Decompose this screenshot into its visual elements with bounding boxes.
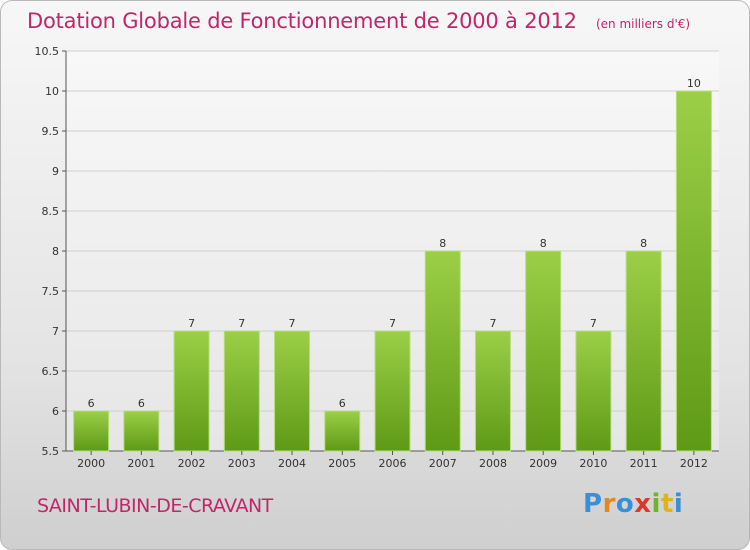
- x-tick-label: 2009: [529, 457, 557, 470]
- data-label: 7: [188, 317, 195, 330]
- x-tick-label: 2000: [77, 457, 105, 470]
- data-label: 8: [540, 237, 547, 250]
- bar: [223, 330, 260, 452]
- data-label: 6: [138, 397, 145, 410]
- data-label: 7: [489, 317, 496, 330]
- bar: [575, 330, 612, 452]
- bar: [424, 250, 461, 452]
- bar: [274, 330, 311, 452]
- x-tick-label: 2008: [479, 457, 507, 470]
- x-tick-label: 2003: [228, 457, 256, 470]
- y-tick-label: 6.5: [42, 365, 60, 378]
- bar: [73, 410, 110, 452]
- bar: [123, 410, 160, 452]
- y-tick-label: 8.5: [42, 205, 60, 218]
- data-label: 8: [640, 237, 647, 250]
- bar: [675, 90, 712, 452]
- y-tick-label: 6: [52, 405, 59, 418]
- bar: [474, 330, 511, 452]
- x-tick-label: 2006: [379, 457, 407, 470]
- commune-name: SAINT-LUBIN-DE-CRAVANT: [37, 495, 273, 517]
- bar: [173, 330, 210, 452]
- y-tick-label: 9: [52, 165, 59, 178]
- chart-title: Dotation Globale de Fonctionnement de 20…: [27, 9, 577, 33]
- y-tick-label: 5.5: [42, 445, 60, 458]
- data-label: 6: [339, 397, 346, 410]
- x-tick-label: 2001: [127, 457, 155, 470]
- bar: [625, 250, 662, 452]
- chart-unit: (en milliers d'€): [595, 17, 691, 31]
- x-tick-label: 2011: [630, 457, 658, 470]
- x-tick-label: 2010: [579, 457, 607, 470]
- x-tick-label: 2002: [178, 457, 206, 470]
- data-label: 10: [687, 77, 701, 90]
- bar: [324, 410, 361, 452]
- data-label: 7: [238, 317, 245, 330]
- x-tick-label: 2012: [680, 457, 708, 470]
- y-tick-label: 10: [45, 85, 59, 98]
- bar: [525, 250, 562, 452]
- data-label: 7: [590, 317, 597, 330]
- y-tick-label: 9.5: [42, 125, 60, 138]
- proxiti-logo[interactable]: Proxiti: [583, 489, 684, 519]
- x-tick-label: 2005: [328, 457, 356, 470]
- y-tick-label: 10.5: [35, 45, 60, 58]
- chart-title-block: Dotation Globale de Fonctionnement de 20…: [27, 9, 690, 33]
- data-label: 8: [439, 237, 446, 250]
- x-tick-label: 2004: [278, 457, 306, 470]
- data-label: 6: [88, 397, 95, 410]
- y-tick-label: 8: [52, 245, 59, 258]
- y-tick-label: 7: [52, 325, 59, 338]
- data-label: 7: [389, 317, 396, 330]
- x-tick-label: 2007: [429, 457, 457, 470]
- bar: [374, 330, 411, 452]
- y-tick-label: 7.5: [42, 285, 60, 298]
- data-label: 7: [289, 317, 296, 330]
